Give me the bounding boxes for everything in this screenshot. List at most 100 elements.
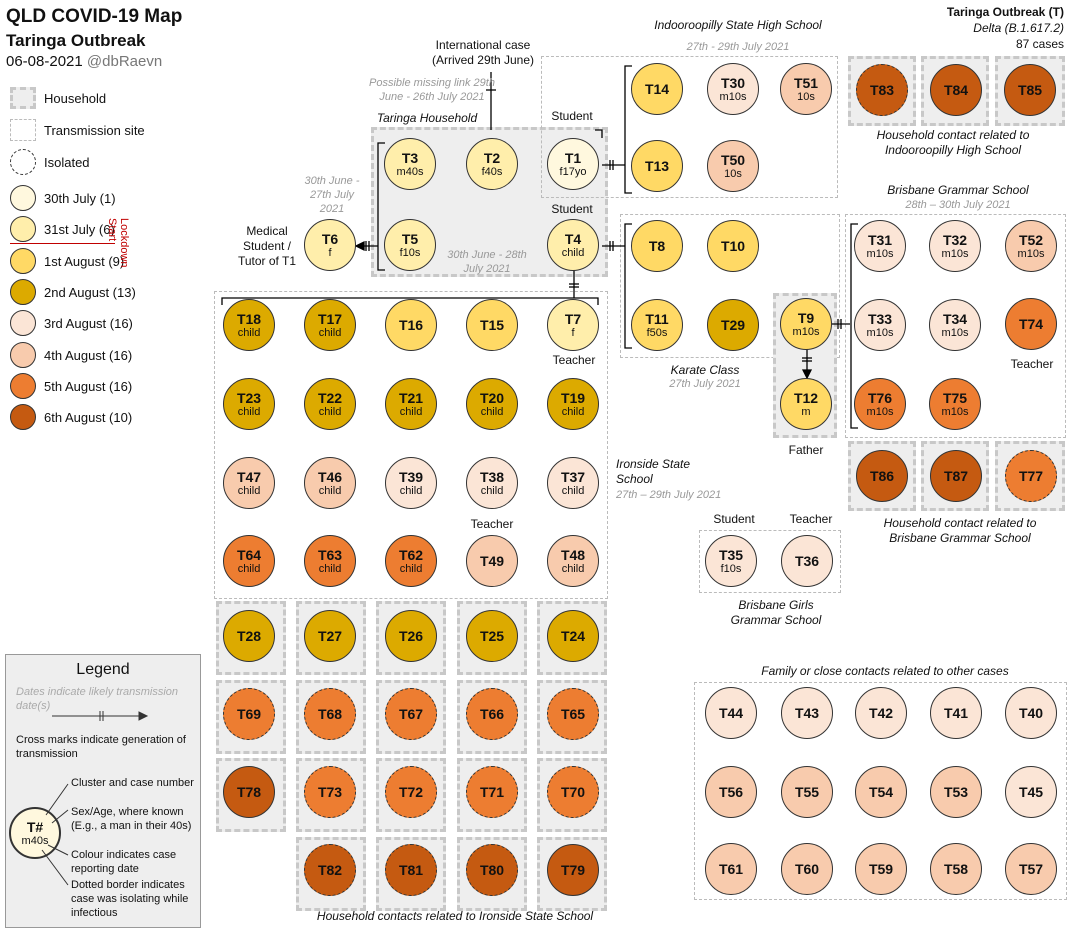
case-node-t9: T9 m10s: [780, 298, 832, 350]
family-box: [694, 682, 1067, 900]
case-node-t48: T48 child: [547, 535, 599, 587]
case-node-t28: T28: [223, 610, 275, 662]
bggs-student-label: Student: [713, 512, 755, 526]
ironside-date-label: 27th – 29th July 2021: [616, 489, 722, 501]
case-id: T15: [479, 316, 505, 333]
case-id: T32: [942, 231, 968, 248]
case-id: T46: [317, 468, 343, 485]
date-swatch: [10, 373, 36, 399]
ironside-label: Ironside State School: [616, 457, 691, 486]
legend-sample-sub: m40s: [21, 834, 49, 847]
case-id: T33: [867, 310, 893, 327]
bggs-label: Brisbane Girls Grammar School: [730, 598, 822, 627]
bgs-date-label: 28th – 30th July 2021: [905, 199, 1011, 211]
case-id: T9: [797, 309, 815, 326]
case-id: T65: [560, 705, 586, 722]
case-id: T23: [236, 389, 262, 406]
case-node-t65: T65: [547, 688, 599, 740]
case-node-t42: T42: [855, 687, 907, 739]
case-node-t61: T61: [705, 843, 757, 895]
case-id: T40: [1018, 704, 1044, 721]
date-key-item: 30th July (1): [10, 185, 116, 211]
case-demographic: f50s: [646, 326, 668, 339]
case-id: T70: [560, 783, 586, 800]
date-swatch: [10, 248, 36, 274]
case-id: T7: [564, 310, 582, 327]
case-id: T11: [645, 310, 669, 327]
karate-date-label: 27th July 2021: [669, 378, 741, 390]
case-id: T27: [317, 627, 343, 644]
key-isolated: Isolated: [10, 149, 90, 175]
case-demographic: child: [237, 326, 261, 339]
case-id: T51: [793, 74, 819, 91]
case-node-t76: T76 m10s: [854, 378, 906, 430]
date-key-item: 3rd August (16): [10, 310, 133, 336]
date-key-label: 3rd August (16): [44, 315, 133, 331]
case-node-t5: T5 f10s: [384, 219, 436, 271]
case-demographic: m10s: [792, 325, 820, 338]
case-id: T68: [317, 705, 343, 722]
case-node-t71: T71: [466, 766, 518, 818]
case-id: T28: [236, 627, 262, 644]
household-swatch: [10, 87, 36, 109]
case-id: T16: [398, 316, 424, 333]
legend-cross-note: Cross marks indicate generation of trans…: [16, 734, 186, 760]
case-demographic: f10s: [399, 246, 421, 259]
case-id: T57: [1018, 860, 1044, 877]
case-node-t39: T39 child: [385, 457, 437, 509]
case-node-t67: T67: [385, 688, 437, 740]
case-id: T71: [479, 783, 505, 800]
case-id: T54: [868, 783, 894, 800]
case-demographic: m10s: [1017, 247, 1045, 260]
case-node-t32: T32 m10s: [929, 220, 981, 272]
case-node-t68: T68: [304, 688, 356, 740]
date-key-item: 31st July (6): [10, 216, 115, 242]
case-node-t79: T79: [547, 844, 599, 896]
case-node-t57: T57: [1005, 843, 1057, 895]
karate-box: [620, 214, 840, 358]
case-id: T5: [401, 230, 419, 247]
case-node-t24: T24: [547, 610, 599, 662]
case-id: T66: [479, 705, 505, 722]
case-node-t46: T46 child: [304, 457, 356, 509]
legend-sex-note: Sex/Age, where known (E.g., a man in the…: [71, 806, 192, 832]
case-node-t35: T35 f10s: [705, 535, 757, 587]
case-node-t26: T26: [385, 610, 437, 662]
bggs-box: [699, 530, 841, 593]
case-node-t38: T38 child: [466, 457, 518, 509]
case-demographic: child: [561, 484, 585, 497]
case-id: T26: [398, 627, 424, 644]
case-demographic: child: [237, 405, 261, 418]
case-node-t18: T18 child: [223, 299, 275, 351]
case-node-t19: T19 child: [547, 378, 599, 430]
case-node-t45: T45: [1005, 766, 1057, 818]
case-node-t27: T27: [304, 610, 356, 662]
case-demographic: m10s: [866, 247, 894, 260]
case-node-t52: T52 m10s: [1005, 220, 1057, 272]
case-demographic: f40s: [481, 165, 503, 178]
legend-panel: Legend Dates indicate likely transmissio…: [5, 654, 201, 928]
teacher-t49-label: Teacher: [470, 517, 514, 531]
case-demographic: child: [561, 246, 585, 259]
father-label: Father: [788, 443, 824, 457]
date-swatch: [10, 342, 36, 368]
date-key-label: 6th August (10): [44, 409, 133, 425]
case-id: T38: [479, 468, 505, 485]
case-id: T41: [943, 704, 969, 721]
case-id: T13: [644, 157, 670, 174]
case-node-t29: T29: [707, 299, 759, 351]
case-demographic: m10s: [941, 326, 969, 339]
case-node-t41: T41: [930, 687, 982, 739]
case-node-t6: T6 f: [304, 219, 356, 271]
case-id: T14: [644, 80, 670, 97]
case-node-t51: T51 10s: [780, 63, 832, 115]
taringa-household-label: Taringa Household: [376, 111, 478, 125]
key-household: Household: [10, 87, 106, 109]
case-id: T80: [479, 861, 505, 878]
case-id: T75: [942, 389, 968, 406]
case-id: T81: [398, 861, 424, 878]
legend-dates-note: Dates indicate likely transmission date(…: [16, 686, 179, 712]
case-node-t8: T8: [631, 220, 683, 272]
hh-bgs-label: Household contact related to Brisbane Gr…: [883, 516, 1037, 545]
case-demographic: child: [237, 562, 261, 575]
